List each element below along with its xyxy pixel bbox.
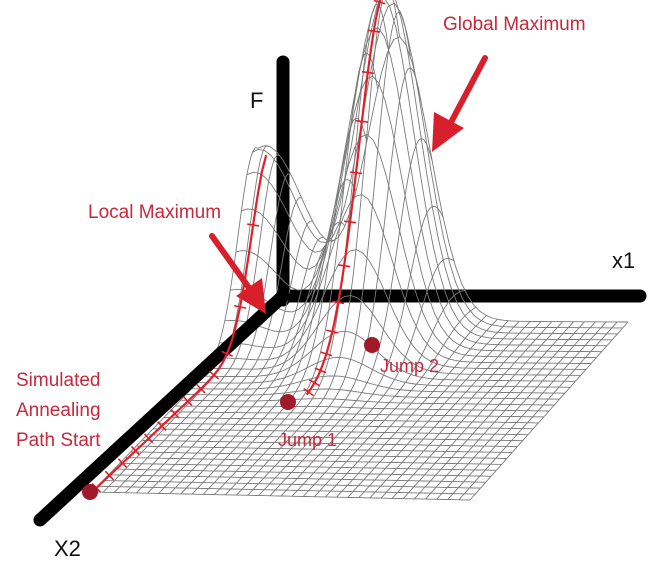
global-maximum-arrow <box>432 55 488 152</box>
mesh-line <box>221 350 233 357</box>
mesh-line <box>234 304 247 309</box>
mesh-line <box>158 236 324 494</box>
mesh-line <box>380 321 542 499</box>
mesh-line <box>436 321 596 500</box>
x2-axis <box>33 289 290 527</box>
mesh-line <box>332 300 345 305</box>
local-maximum-label: Local Maximum <box>88 202 221 223</box>
mesh-line <box>349 171 362 175</box>
mesh-line <box>291 257 455 497</box>
x2-axis-label: X2 <box>54 536 81 561</box>
mesh-line <box>458 321 618 501</box>
mesh-line <box>213 52 379 495</box>
mesh-line <box>91 154 268 493</box>
path-start-label-line2: Annealing <box>16 400 101 421</box>
surface-mesh <box>91 0 629 501</box>
jump1-marker <box>280 394 296 410</box>
mesh-line <box>355 119 368 123</box>
mesh-line <box>258 67 422 496</box>
mesh-line <box>302 289 465 497</box>
mesh-line <box>170 408 180 419</box>
mesh-line <box>425 321 585 500</box>
mesh-line <box>191 179 357 495</box>
mesh-line <box>236 0 400 496</box>
jump2-label: Jump 2 <box>380 356 439 376</box>
mesh-line <box>361 70 374 75</box>
mesh-line <box>143 433 154 444</box>
mesh-line <box>305 0 382 396</box>
mesh-line <box>169 239 335 494</box>
mesh-line <box>280 205 444 497</box>
mesh-line <box>347 320 509 498</box>
f-axis-label: F <box>250 88 263 113</box>
mesh-line <box>336 318 498 498</box>
mesh-line <box>303 387 314 397</box>
mesh-line <box>414 321 574 500</box>
mesh-line <box>402 321 564 499</box>
mesh-line <box>117 458 128 469</box>
mesh-line <box>208 370 220 380</box>
mesh-line <box>191 375 565 394</box>
mesh-line <box>91 147 259 493</box>
mesh-line <box>241 0 613 341</box>
mesh-line <box>469 321 629 501</box>
x1-axis-label: x1 <box>612 248 635 273</box>
path-start-label-line3: Path Start <box>16 430 101 451</box>
mesh-line <box>147 220 313 494</box>
mesh-line <box>447 321 607 500</box>
mesh-line <box>314 306 476 498</box>
mesh-line <box>391 321 553 499</box>
mesh-line <box>247 11 411 496</box>
mesh-line <box>130 445 141 456</box>
annealing-path <box>91 0 386 493</box>
mesh-line <box>358 320 520 498</box>
mesh-line <box>252 2 623 329</box>
jump1-label: Jump 1 <box>278 430 337 450</box>
mesh-line <box>180 221 346 495</box>
mesh-line <box>219 194 592 364</box>
mesh-line <box>183 396 193 407</box>
path-start-label-line1: Simulated <box>16 370 101 391</box>
mesh-line <box>269 138 433 497</box>
mesh-line <box>326 329 339 334</box>
mesh-line <box>308 379 321 387</box>
mesh-line <box>104 470 115 481</box>
mesh-line <box>196 383 206 394</box>
mesh-line <box>320 351 333 357</box>
path-start-marker <box>82 484 98 500</box>
mesh-line <box>367 29 380 33</box>
mesh-line <box>343 220 357 224</box>
mesh-line <box>102 145 269 493</box>
local-maximum-arrow <box>209 233 266 314</box>
mesh-line <box>247 223 260 227</box>
mesh-line <box>369 321 531 499</box>
mesh-line <box>157 421 167 431</box>
mesh-line <box>373 0 386 5</box>
mesh-line <box>225 3 390 496</box>
mesh-line <box>338 264 351 268</box>
mesh-line <box>314 367 327 374</box>
global-maximum-label: Global Maximum <box>443 14 586 35</box>
jump2-marker <box>364 337 380 353</box>
mesh-line <box>325 315 487 498</box>
